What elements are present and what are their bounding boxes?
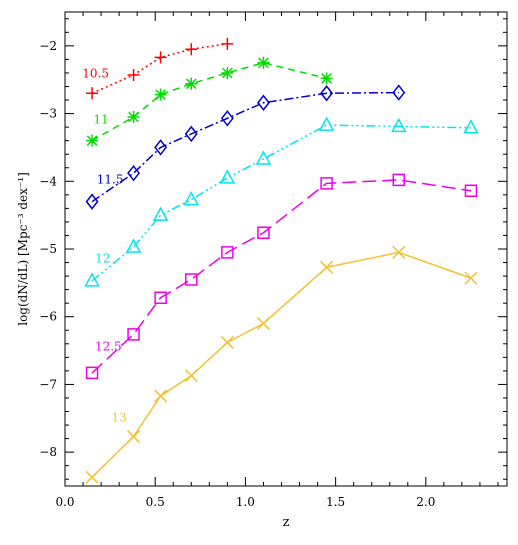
data-point-x [85,470,99,484]
data-point-x [464,271,478,285]
data-point-plus [127,68,140,81]
data-point-square [464,184,478,198]
series-12.5 [85,173,478,380]
data-point-square [221,246,234,259]
series-line [91,179,472,374]
data-point-x [320,260,334,274]
data-point-x [392,245,406,259]
x-tick-label: 0.5 [146,495,165,509]
data-point-diamond [154,139,168,156]
data-point-plus [154,51,167,64]
y-tick-label: −2 [39,39,57,53]
data-point-x [184,369,198,383]
y-axis-label: log(dN/dL) [Mpc⁻³ dex⁻¹] [16,172,30,326]
data-point-square [154,291,167,305]
data-point-asterisk [221,66,234,79]
series-12 [84,116,479,287]
x-tick-label: 1.5 [326,495,345,509]
data-point-asterisk [320,72,333,85]
data-point-diamond [220,110,234,127]
data-point-diamond [256,94,270,111]
data-point-triangle [255,150,272,165]
data-point-triangle [84,272,100,287]
series-line [91,251,472,478]
annotations: 10.5 11 11.5 12 12.5 13 [82,67,126,425]
data-point-square [320,177,333,190]
data-point-square [392,173,406,187]
data-point-asterisk [86,134,99,147]
series-annotation: 13 [111,411,126,425]
series-line [91,43,228,94]
y-tick-label: −6 [39,310,57,324]
y-tick-label: −5 [39,242,57,256]
x-tick-label: 1.0 [236,495,255,509]
data-point-diamond [184,125,198,143]
data-point-diamond [320,85,334,102]
data-point-asterisk [185,77,198,90]
data-point-square [185,273,198,286]
data-point-triangle [463,119,479,134]
x-tick-label: 0.0 [55,495,74,509]
y-axis: −8 −7 −6 −5 −4 −3 −2 [39,18,507,480]
data-point-diamond [85,193,99,210]
y-tick-label: −4 [39,174,57,188]
data-point-asterisk [154,88,167,101]
data-point-square [257,226,270,239]
data-point-x [127,430,141,444]
data-point-x [256,316,270,331]
data-point-diamond [392,84,406,101]
plot-series [84,37,479,484]
series-annotation: 11 [93,113,108,127]
data-point-triangle [390,117,407,133]
data-point-triangle [125,238,142,253]
data-point-diamond [127,164,141,182]
data-point-triangle [318,116,335,131]
series-10.5 [86,37,234,100]
data-point-x [154,389,168,403]
data-point-plus [221,37,234,50]
x-tick-label: 2.0 [416,495,435,509]
series-line [91,124,471,282]
series-line [91,62,327,142]
data-point-square [127,328,140,341]
y-tick-label: −8 [39,445,57,459]
y-tick-label: −3 [39,107,57,121]
data-point-square [85,366,99,380]
series-annotation: 10.5 [82,67,109,81]
data-point-asterisk [127,110,140,123]
series-line [91,91,399,203]
series-11.5 [85,84,406,210]
series-13 [85,245,478,484]
data-point-plus [86,87,99,100]
data-point-x [220,335,234,349]
data-point-triangle [152,206,169,221]
y-tick-label: −7 [39,377,57,391]
series-annotation: 12 [95,252,110,266]
data-point-triangle [219,169,236,184]
series-annotation: 11.5 [97,172,124,186]
series-11 [86,56,333,147]
data-point-asterisk [257,56,270,69]
data-point-plus [185,43,198,56]
x-axis-label: z [283,515,290,530]
x-axis: 0.0 0.5 1.0 1.5 2.0 [55,12,499,509]
data-point-triangle [183,190,200,206]
series-annotation: 12.5 [95,340,122,354]
